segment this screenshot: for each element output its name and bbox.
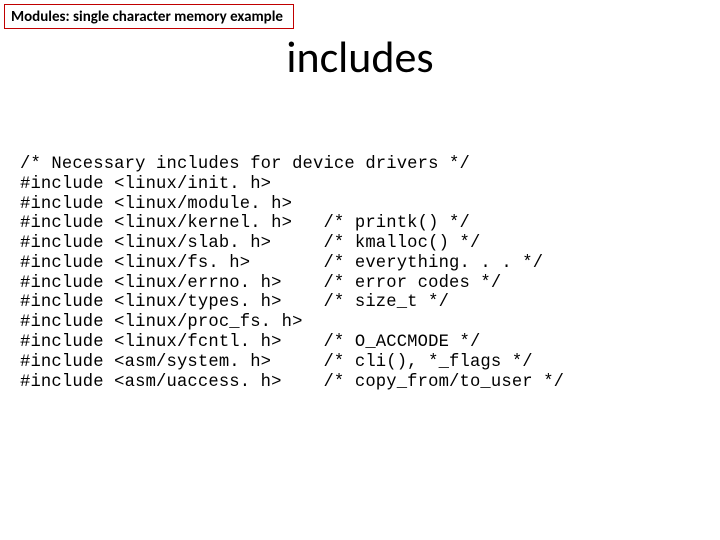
slide-title: includes xyxy=(0,30,720,84)
header-label: Modules: single character memory example xyxy=(11,8,283,26)
slide: Modules: single character memory example… xyxy=(0,0,720,540)
header-box: Modules: single character memory example xyxy=(4,4,294,29)
code-block: /* Necessary includes for device drivers… xyxy=(20,155,564,392)
